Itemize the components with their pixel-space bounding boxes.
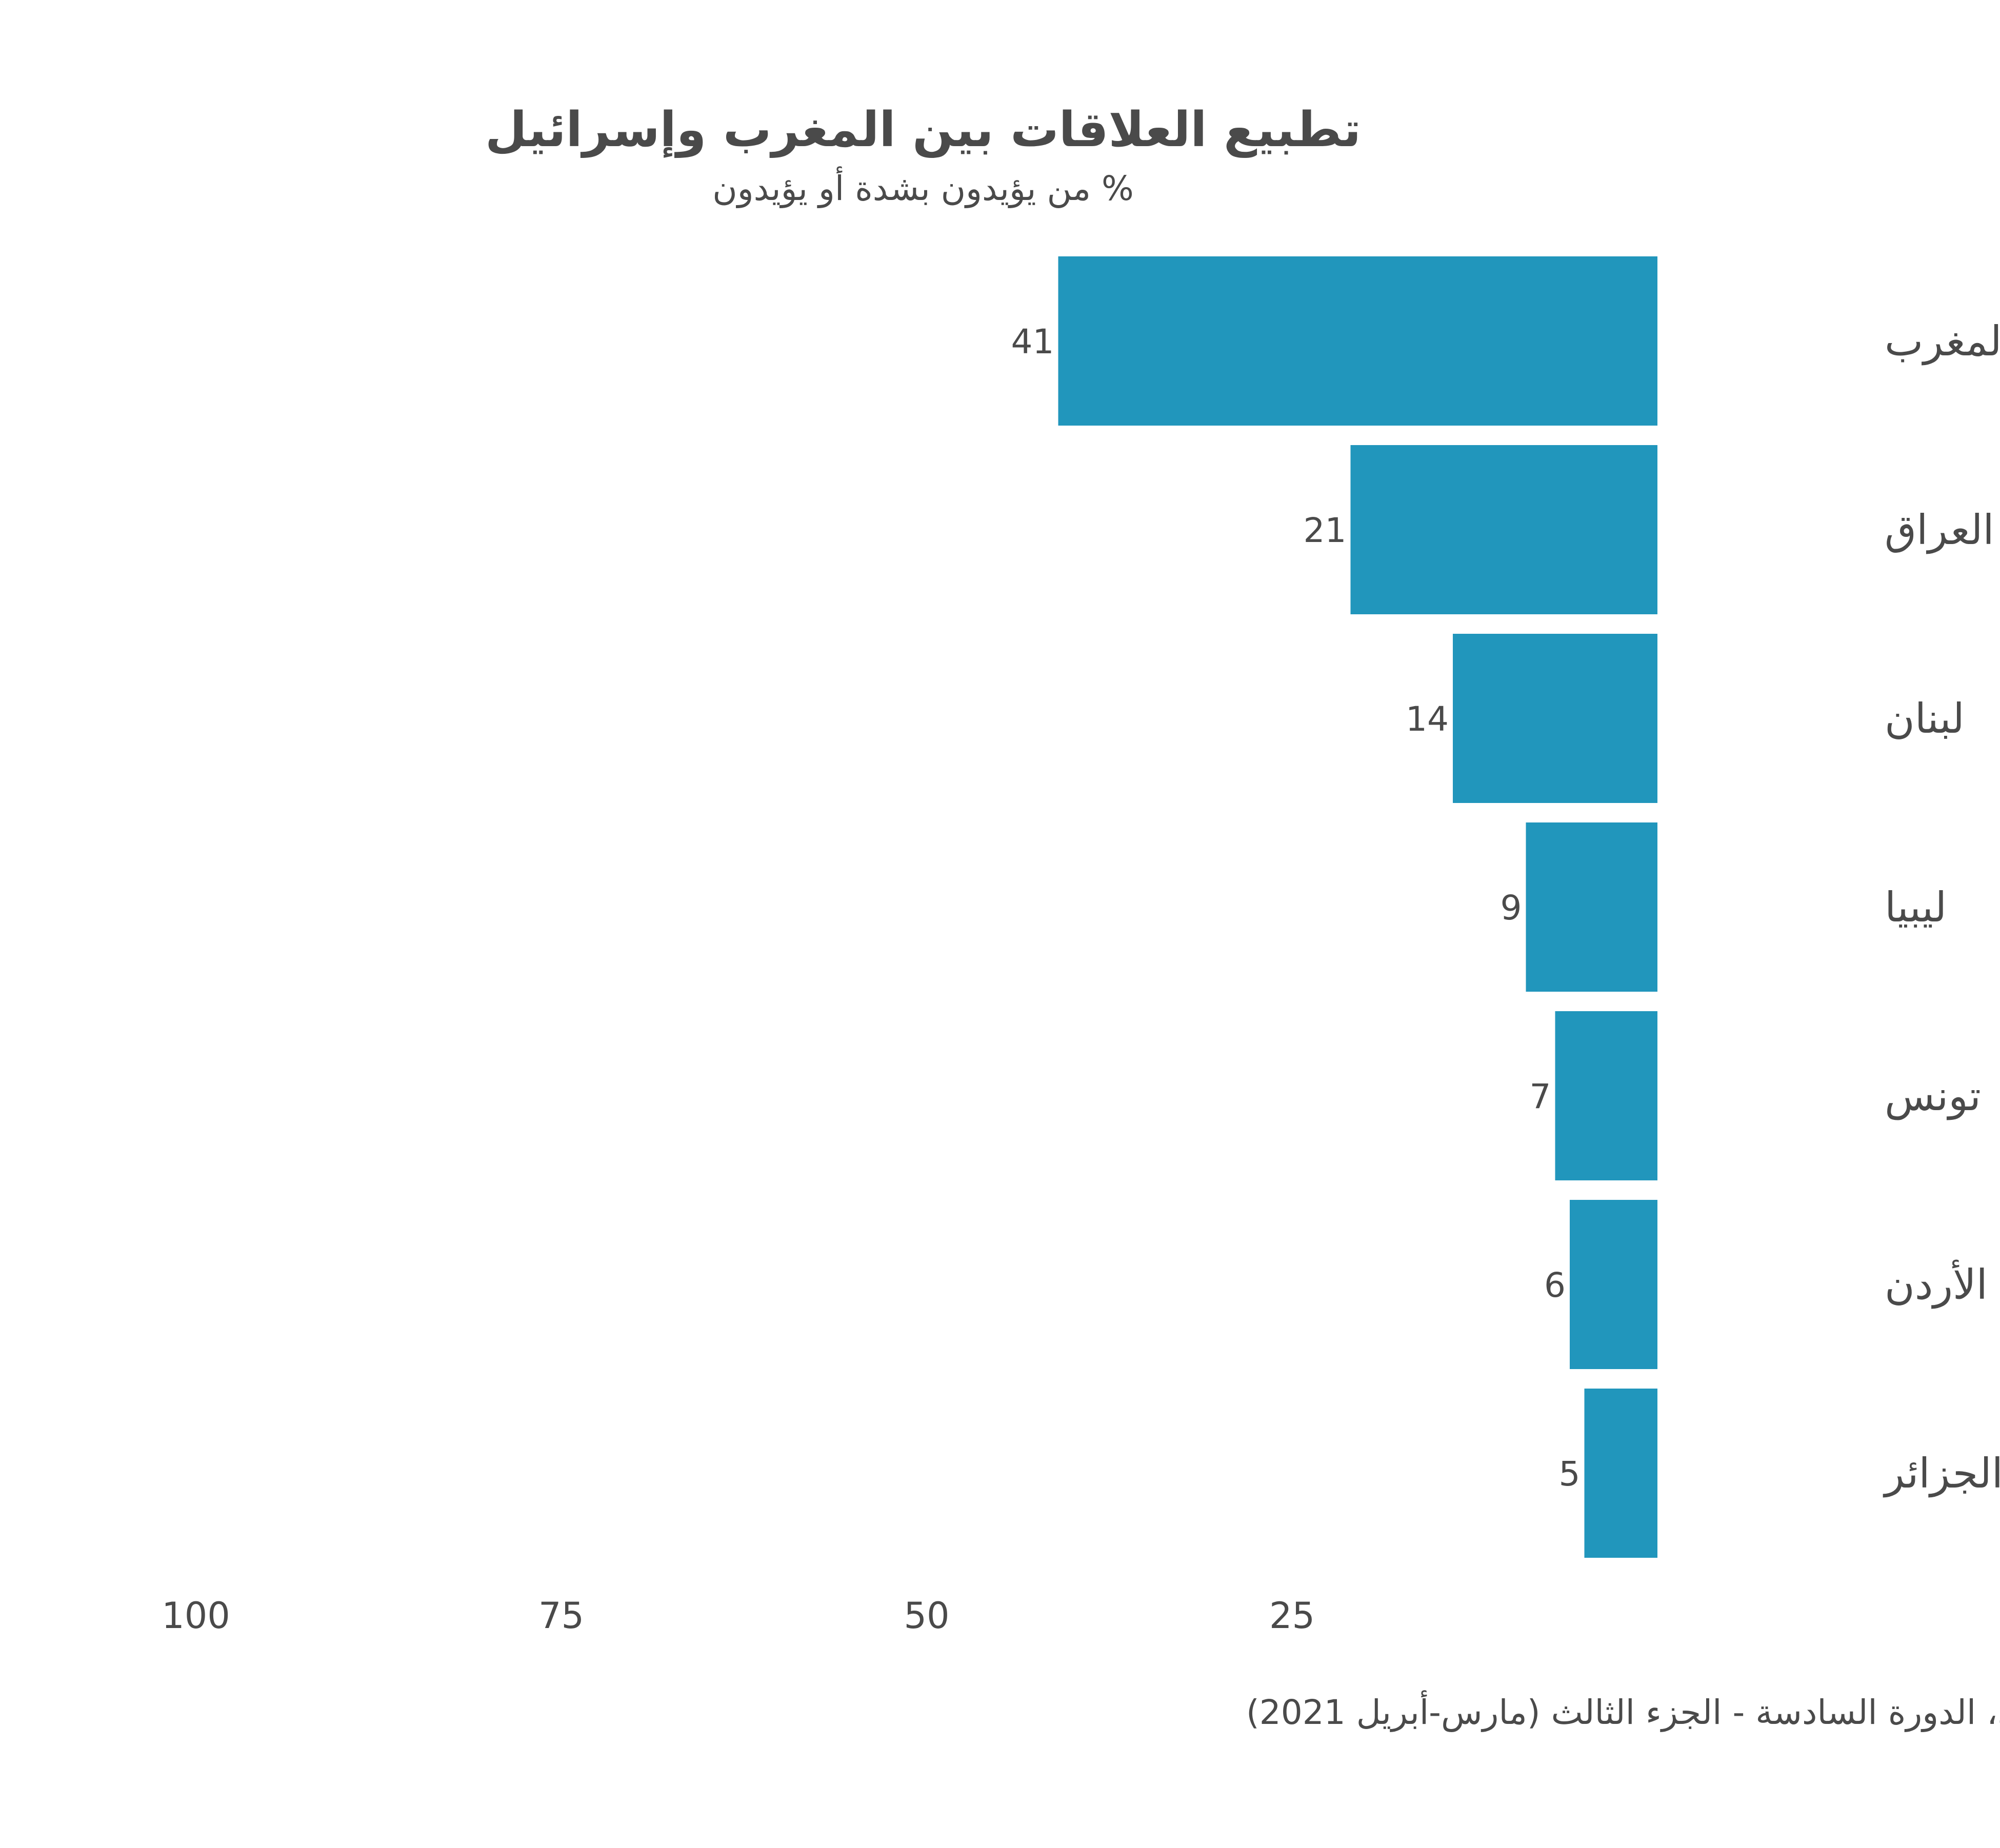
chart-title: تطبيع العلاقات بين المغرب وإسرائيل (485, 102, 1361, 158)
bar (1570, 1200, 1657, 1369)
bar-value-label: 14 (1406, 699, 1449, 739)
bars-group (1058, 256, 1657, 1558)
category-label: الأردن (1885, 1259, 1988, 1309)
bar-value-label: 41 (1011, 322, 1054, 361)
x-tick-label: 100 (162, 1595, 230, 1637)
category-label: العراق (1885, 506, 1994, 554)
bar (1555, 1011, 1657, 1180)
category-label: ليبيا (1885, 883, 1947, 931)
chart-subtitle: % من يؤيدون بشدة أو يؤيدون (712, 166, 1134, 208)
bar-value-label: 9 (1501, 888, 1522, 928)
bar-value-label: 21 (1304, 511, 1347, 550)
x-axis-ticks: 100 75 50 25 (162, 1595, 1315, 1637)
x-tick-label: 75 (538, 1595, 584, 1637)
bar (1584, 1389, 1657, 1558)
category-label: لبنان (1885, 695, 1965, 742)
category-label: المغرب (1885, 317, 2000, 366)
bar (1453, 634, 1657, 803)
source-note: الباروميتر العربي، الدورة السادسة - الجز… (1246, 1690, 2000, 1732)
category-label: تونس (1885, 1072, 1981, 1120)
x-tick-label: 50 (904, 1595, 949, 1637)
bar (1526, 822, 1657, 992)
bar-value-label: 5 (1559, 1454, 1581, 1494)
bar (1350, 445, 1657, 614)
value-labels: 41 21 14 9 7 6 5 (1011, 322, 1581, 1494)
x-tick-label: 25 (1269, 1595, 1315, 1637)
category-label: الجزائر (1883, 1450, 2000, 1498)
bar (1058, 256, 1657, 426)
bar-value-label: 6 (1544, 1266, 1566, 1305)
category-labels: المغرب العراق لبنان ليبيا تونس الأردن الجزائر (1883, 317, 2000, 1498)
bar-value-label: 7 (1530, 1077, 1551, 1116)
